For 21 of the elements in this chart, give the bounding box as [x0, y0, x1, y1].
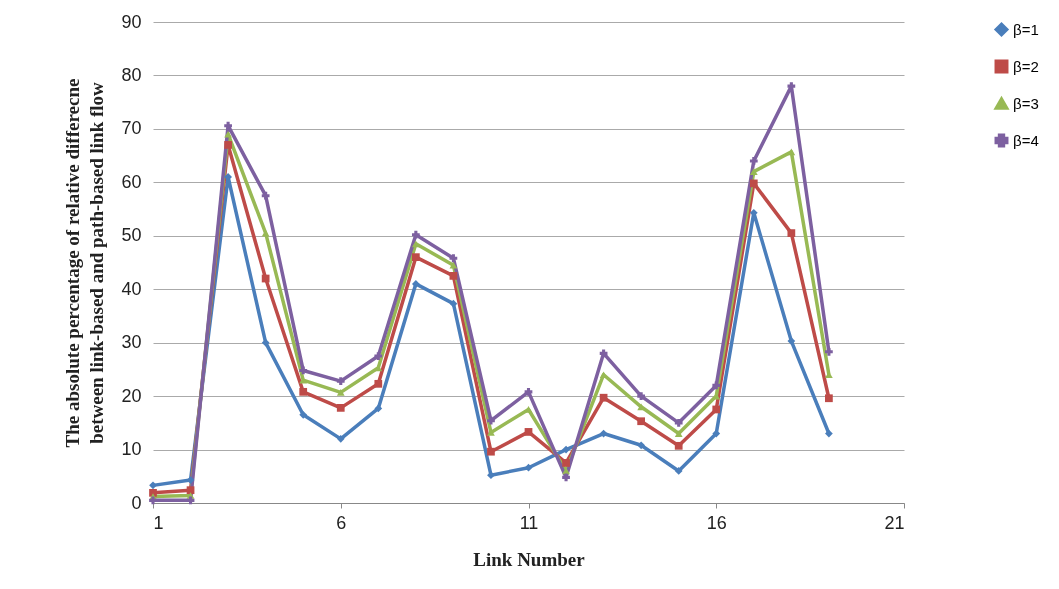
y-tick-label: 30 [121, 332, 142, 353]
y-tick-label: 0 [131, 492, 142, 513]
y-tick-label: 60 [121, 171, 142, 192]
legend-label: β=1 [1013, 20, 1039, 38]
legend-label: β=2 [1013, 57, 1039, 75]
y-tick-label: 70 [121, 118, 142, 139]
y-tick-label: 90 [121, 11, 142, 32]
y-tick-label: 40 [121, 278, 142, 299]
x-tick-label: 1 [153, 512, 164, 533]
y-tick-label: 20 [121, 385, 142, 406]
y-axis-title: The absolute percentage of relative differecne between link-based and path-based link flow [62, 78, 108, 448]
x-tick-label: 21 [884, 512, 905, 533]
x-axis-title: Link Number [473, 548, 586, 570]
x-tick-label: 6 [336, 512, 347, 533]
legend-label: β=3 [1013, 94, 1039, 112]
y-tick-label: 80 [121, 64, 142, 85]
x-tick-label: 11 [519, 512, 539, 533]
legend-label: β=4 [1013, 131, 1039, 149]
y-tick-label: 50 [121, 225, 142, 246]
y-tick-label: 10 [121, 439, 142, 460]
x-tick-label: 16 [706, 512, 727, 533]
